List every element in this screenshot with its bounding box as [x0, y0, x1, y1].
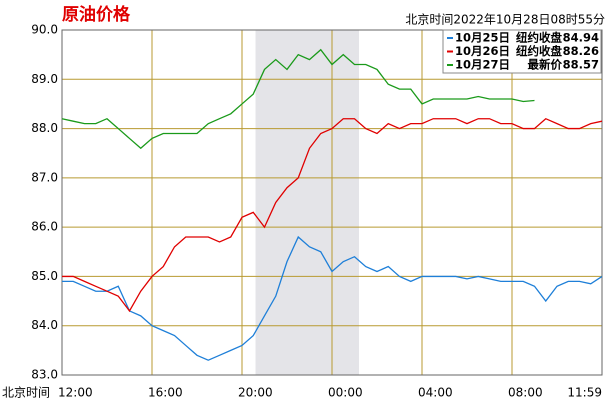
- x-tick-label: 16:00: [148, 386, 183, 400]
- series-line: [62, 117, 603, 313]
- legend-note: 最新价: [528, 58, 563, 72]
- legend-name: 10月27日: [455, 58, 510, 72]
- y-tick-label: 89.0: [31, 72, 58, 86]
- x-tick-label: 12:00: [58, 386, 93, 400]
- highlight-band: [255, 30, 359, 375]
- x-tick-label: 00:00: [328, 386, 363, 400]
- legend-note: 纽约收盘: [516, 44, 562, 58]
- legend-note: 纽约收盘: [516, 31, 562, 45]
- x-tick-label: 04:00: [418, 386, 453, 400]
- legend-name: 10月25日: [455, 31, 510, 45]
- series-line: [61, 48, 535, 150]
- legend-name: 10月26日: [455, 44, 510, 58]
- legend-last: 84.94: [563, 31, 599, 45]
- plot-border: [61, 29, 603, 376]
- legend-box: [442, 29, 602, 74]
- series-line: [62, 235, 603, 361]
- y-tick-label: 84.0: [31, 318, 58, 332]
- y-tick-label: 85.0: [31, 269, 58, 283]
- chart-title: 原油价格: [62, 4, 131, 25]
- y-tick-label: 87.0: [31, 170, 58, 184]
- legend-last: 88.57: [563, 58, 599, 72]
- y-tick-label: 88.0: [31, 121, 58, 135]
- y-tick-label: 86.0: [31, 220, 58, 234]
- y-tick-label: 83.0: [31, 368, 58, 382]
- x-tick-label: 20:00: [238, 386, 273, 400]
- legend-last: 88.26: [563, 44, 599, 58]
- x-tick-label: 08:00: [508, 386, 543, 400]
- y-tick-label: 90.0: [31, 23, 58, 37]
- x-tick-label: 11:59: [567, 386, 602, 400]
- x-axis-label: 北京时间: [2, 386, 50, 400]
- chart-subtitle: 北京时间2022年10月28日08时55分: [405, 13, 605, 27]
